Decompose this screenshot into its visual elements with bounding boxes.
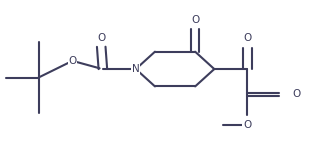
Text: O: O — [243, 33, 251, 43]
Text: N: N — [132, 64, 140, 74]
Text: O: O — [191, 15, 199, 25]
Text: O: O — [293, 89, 301, 99]
Text: O: O — [69, 56, 77, 66]
Text: O: O — [97, 33, 105, 43]
Text: O: O — [243, 120, 251, 130]
